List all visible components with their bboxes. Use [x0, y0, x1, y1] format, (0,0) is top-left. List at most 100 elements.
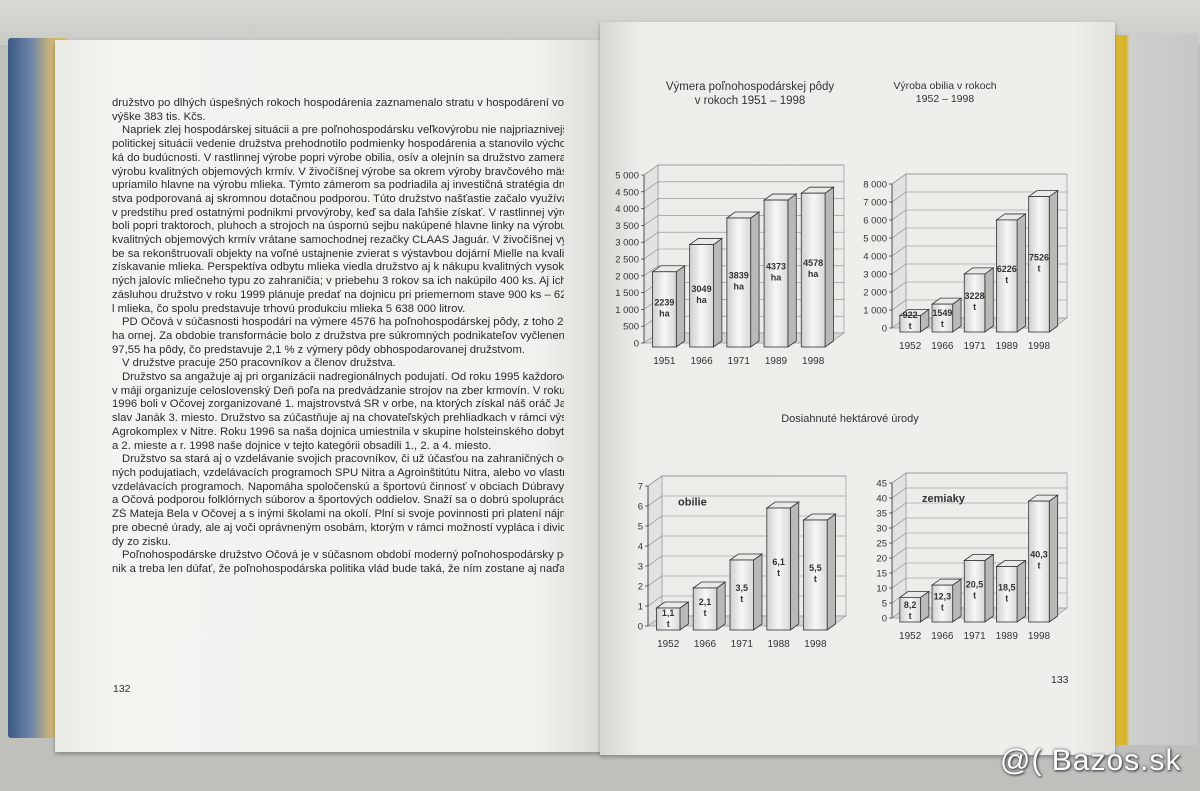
y-tick-label: 5 [638, 522, 643, 533]
bar-value-label: 2,1 [699, 597, 712, 607]
text-line: Poľnohospodárske družstvo Očová je v súč… [122, 549, 564, 562]
x-tick-label: 1966 [690, 356, 713, 367]
book-cover-right [1108, 35, 1198, 745]
text-line: slav Janák 3. miesto. Družstvo sa zúčast… [112, 412, 564, 425]
text-line: dy zo zisku. [112, 535, 172, 548]
bar-front [766, 507, 791, 631]
bar: 40,3t [1027, 494, 1059, 623]
text-line: v predstihu pred ostatnými podnikmi prvo… [112, 206, 564, 219]
bar: 18,5t [995, 559, 1027, 623]
text-line: Napriek zlej hospodárskej situácii a pre… [122, 124, 564, 137]
gridline [891, 281, 907, 293]
bar-value-label: 4373 [766, 262, 786, 272]
text-line: nik a treba len dúfať, že poľnohospodárs… [112, 562, 564, 575]
bar-unit-label: t [909, 611, 912, 621]
chart-2-grain-production: 0 1 000 2 000 3 000 4 000 5 000 6 000 7 000 8 00… [863, 173, 1069, 352]
bar-value-label: 12,3 [934, 592, 952, 602]
bar-unit-label: t [941, 319, 944, 329]
gridline [647, 575, 663, 587]
bar-value-label: 20,5 [966, 579, 984, 589]
gridline [891, 487, 907, 499]
bar-value-label: 1,1 [662, 608, 675, 618]
bar-front [652, 271, 677, 348]
x-tick-label: 1971 [731, 639, 754, 650]
y-tick-label: 4 [638, 542, 643, 553]
gridline [891, 562, 907, 574]
x-tick-label: 1966 [931, 631, 954, 642]
text-line: ných podujatiach, vzdelávacích programoc… [112, 466, 564, 479]
bar-unit-label: ha [808, 269, 819, 279]
y-tick-label: 4 000 [615, 204, 639, 215]
bar-side [826, 513, 836, 631]
y-tick-label: 25 [876, 539, 887, 550]
bar-value-label: 2239 [654, 297, 674, 307]
bar-unit-label: ha [659, 308, 670, 318]
bar-front [996, 566, 1018, 623]
gridline [891, 263, 907, 275]
text-line: upriamilo hlavne na výrobu mlieka. Týmto… [112, 179, 564, 192]
chart-annotation: obilie [678, 497, 707, 509]
text-line: výrobu kvalitných objemových krmív. V ži… [112, 165, 564, 178]
gridline [647, 535, 663, 547]
bar-value-label: 6226 [997, 264, 1017, 274]
y-tick-label: 0 [882, 324, 887, 335]
text-line: Družstvo sa stará aj o vzdelávanie svoji… [122, 453, 564, 466]
y-tick-label: 35 [876, 509, 887, 520]
bar-unit-label: t [941, 603, 944, 613]
text-line: ha ornej. Za obdobie transformácie bolo … [112, 329, 564, 342]
bar-front [729, 559, 754, 631]
text-line: l mlieka, čo spolu predstavuje trhovú pr… [112, 302, 466, 315]
y-tick-label: 3 000 [615, 238, 639, 249]
gridline [891, 472, 907, 484]
y-tick-label: 4 500 [615, 187, 639, 198]
x-tick-label: 1989 [996, 631, 1019, 642]
y-tick-label: 1 000 [615, 305, 639, 316]
text-line: Družstvo sa angažuje aj pri organizácii … [122, 371, 564, 384]
bar-side [1016, 559, 1026, 623]
gridline [643, 181, 659, 193]
bar-unit-label: t [1037, 561, 1040, 571]
y-tick-label: 6 [638, 502, 643, 513]
bar-value-label: 1549 [932, 308, 952, 318]
bar-value-label: 18,5 [998, 582, 1016, 592]
bar-side [1048, 189, 1059, 333]
bar-unit-label: t [703, 608, 706, 618]
bar: 3,5t [728, 553, 764, 631]
watermark: @( Bazos.sk [1000, 744, 1182, 777]
bar-value-label: 4578 [803, 258, 823, 268]
bar-value-label: 922 [903, 310, 918, 320]
bar-front [803, 519, 828, 631]
text-line: družstvo po dlhých úspešných rokoch hosp… [112, 97, 564, 109]
bar: 12,3t [930, 578, 963, 623]
bar-unit-label: t [777, 568, 780, 578]
y-tick-label: 40 [876, 494, 887, 505]
y-tick-label: 0 [882, 614, 887, 625]
y-tick-label: 4 000 [863, 252, 887, 263]
bar-side [787, 193, 797, 348]
bar: 1,1t [655, 601, 690, 631]
bar-front [800, 192, 826, 348]
bar-front [931, 584, 954, 623]
bar-front [1028, 500, 1050, 623]
bar: 2,1t [691, 581, 727, 631]
bar-value-label: 3228 [965, 291, 985, 301]
bar-unit-label: t [973, 302, 976, 312]
y-tick-label: 8 000 [863, 180, 887, 191]
x-tick-label: 1952 [899, 631, 922, 642]
bar-unit-label: t [1005, 593, 1008, 603]
chart-2-title: Výroba obilia v rokoch 1952 – 1998 [870, 80, 1020, 106]
bar-value-label: 5,5 [809, 563, 822, 573]
bar-side [824, 186, 834, 348]
gridline [647, 495, 663, 507]
chart-1-title: Výmera poľnohospodárskej pôdy v rokoch 1… [650, 80, 850, 108]
gridline [647, 595, 663, 607]
bar-side [1016, 213, 1026, 333]
y-tick-label: 500 [623, 322, 639, 333]
text-line: ká do budúcnosti. V rastlinnej výrobe po… [112, 151, 564, 164]
